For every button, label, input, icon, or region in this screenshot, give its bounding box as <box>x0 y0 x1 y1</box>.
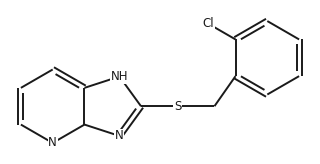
Text: N: N <box>115 129 124 142</box>
Text: Cl: Cl <box>203 17 214 30</box>
Text: S: S <box>174 100 181 113</box>
Text: NH: NH <box>111 70 128 83</box>
Text: N: N <box>48 136 57 149</box>
